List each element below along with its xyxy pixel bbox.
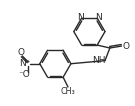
Text: O: O	[123, 42, 130, 51]
Text: CH₃: CH₃	[61, 87, 75, 96]
Text: N⁺: N⁺	[19, 59, 31, 68]
Text: N: N	[77, 13, 84, 22]
Text: O: O	[18, 48, 25, 57]
Text: ⁻O: ⁻O	[18, 70, 30, 79]
Text: N: N	[95, 13, 102, 22]
Text: NH: NH	[92, 56, 106, 65]
